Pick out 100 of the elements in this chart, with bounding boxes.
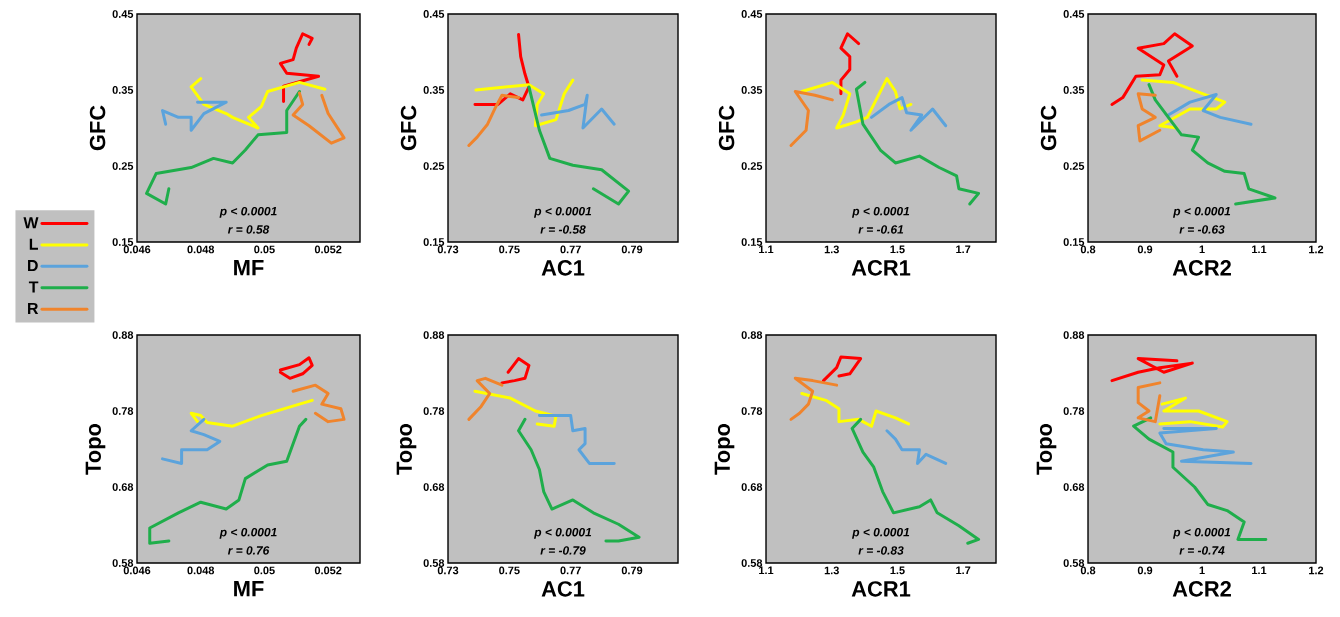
- x-tick-label: 1.5: [890, 245, 905, 254]
- y-axis-title: GFC: [1040, 105, 1057, 151]
- annotation: p < 0.0001: [219, 206, 277, 218]
- x-tick-label: 0.048: [187, 566, 215, 575]
- x-axis-title: MF: [234, 581, 264, 597]
- line-series: [1136, 381, 1162, 424]
- y-axis-title: Topo: [396, 423, 417, 475]
- y-tick-label: 0.25: [1063, 162, 1085, 170]
- line-series: [540, 93, 616, 130]
- y-tick-label: 0.35: [1063, 86, 1085, 94]
- line-series: [500, 357, 531, 385]
- x-tick-label: 1.1: [1252, 245, 1267, 254]
- y-axis-title: GFC: [400, 105, 417, 151]
- line-series: [527, 85, 631, 206]
- legend-label: T: [28, 281, 39, 293]
- x-tick-label: 0.05: [254, 566, 275, 575]
- x-tick-label: 1.1: [759, 566, 774, 575]
- y-tick-label: 0.15: [423, 238, 445, 246]
- y-tick-label: 0.58: [1063, 559, 1085, 567]
- line-series: [160, 417, 222, 465]
- y-tick-label: 0.68: [423, 483, 445, 491]
- y-tick-label: 0.35: [741, 86, 763, 94]
- line-series: [145, 90, 301, 206]
- y-tick-label: 0.58: [741, 559, 763, 567]
- x-tick-label: 1.3: [824, 245, 839, 254]
- annotation: r = -0.61: [858, 225, 904, 234]
- y-tick-label: 0.78: [112, 407, 134, 415]
- x-tick-label: 0.046: [123, 566, 151, 575]
- x-axis-title: AC1: [541, 260, 585, 276]
- line-series: [189, 77, 327, 130]
- x-tick-label: 1: [1199, 566, 1205, 575]
- line-series: [869, 96, 948, 132]
- line-series: [160, 100, 228, 132]
- y-axis-title: Topo: [714, 423, 735, 475]
- y-tick-label: 0.25: [741, 162, 763, 170]
- line-series: [291, 383, 346, 424]
- x-tick-label: 1: [1199, 245, 1205, 254]
- line-series: [189, 398, 314, 428]
- y-tick-label: 0.88: [741, 331, 763, 339]
- line-series: [517, 417, 641, 543]
- y-tick-label: 0.15: [741, 238, 763, 246]
- x-tick-label: 1.7: [956, 245, 971, 254]
- legend-label: D: [28, 260, 38, 272]
- x-tick-label: 0.75: [499, 245, 520, 254]
- y-tick-label: 0.45: [741, 10, 763, 18]
- x-tick-label: 0.73: [437, 566, 459, 575]
- y-tick-label: 0.15: [1063, 238, 1085, 246]
- x-tick-label: 0.77: [560, 245, 581, 254]
- x-tick-label: 1.2: [1309, 245, 1324, 254]
- y-tick-label: 0.15: [112, 238, 134, 246]
- x-tick-label: 0.052: [314, 566, 342, 575]
- x-tick-label: 1.2: [1309, 566, 1324, 575]
- line-series: [467, 93, 521, 147]
- line-series: [789, 376, 839, 421]
- y-tick-label: 0.88: [112, 331, 134, 339]
- x-tick-label: 0.05: [254, 245, 275, 254]
- x-axis-title: ACR2: [1172, 581, 1231, 597]
- line-series: [1147, 83, 1277, 206]
- line-series: [474, 78, 575, 128]
- annotation: p < 0.0001: [533, 527, 592, 539]
- y-tick-label: 0.58: [112, 559, 134, 567]
- x-tick-label: 1.5: [890, 566, 905, 575]
- x-axis-title: AC1: [541, 581, 585, 597]
- x-tick-label: 0.73: [437, 245, 459, 254]
- y-tick-label: 0.68: [1063, 483, 1085, 491]
- y-tick-label: 0.25: [112, 162, 134, 170]
- annotation: r = -0.63: [1179, 225, 1225, 234]
- annotation: r = -0.83: [858, 546, 904, 555]
- line-series: [800, 77, 913, 130]
- x-axis-title: ACR2: [1172, 260, 1231, 276]
- annotation: r = -0.74: [1179, 546, 1225, 555]
- line-series: [1158, 396, 1229, 429]
- x-tick-label: 0.8: [1080, 566, 1096, 575]
- y-tick-label: 0.25: [423, 162, 445, 170]
- legend-label: L: [29, 238, 38, 250]
- y-tick-label: 0.35: [423, 86, 445, 94]
- line-series: [1158, 426, 1253, 465]
- x-tick-label: 1.1: [759, 245, 774, 254]
- y-tick-label: 0.88: [1063, 331, 1085, 339]
- x-tick-label: 0.75: [499, 566, 520, 575]
- annotation: p < 0.0001: [852, 206, 910, 218]
- line-series: [278, 356, 314, 380]
- legend-label: R: [28, 302, 39, 314]
- line-series: [537, 414, 616, 465]
- annotation: p < 0.0001: [219, 527, 277, 539]
- annotation: r = 0.58: [227, 225, 270, 234]
- x-tick-label: 1.1: [1252, 566, 1267, 575]
- line-series: [789, 90, 834, 147]
- y-tick-label: 0.68: [741, 483, 763, 491]
- x-tick-label: 0.046: [123, 245, 151, 254]
- y-tick-label: 0.78: [423, 407, 445, 415]
- x-tick-label: 0.79: [621, 245, 643, 254]
- line-series: [467, 376, 504, 421]
- annotation: p < 0.0001: [1173, 206, 1231, 218]
- annotation: r = 0.76: [227, 546, 270, 555]
- line-series: [822, 355, 863, 383]
- line-series: [1132, 416, 1268, 541]
- annotation: p < 0.0001: [533, 206, 592, 218]
- legend-label: W: [23, 217, 39, 229]
- x-tick-label: 0.9: [1137, 245, 1153, 254]
